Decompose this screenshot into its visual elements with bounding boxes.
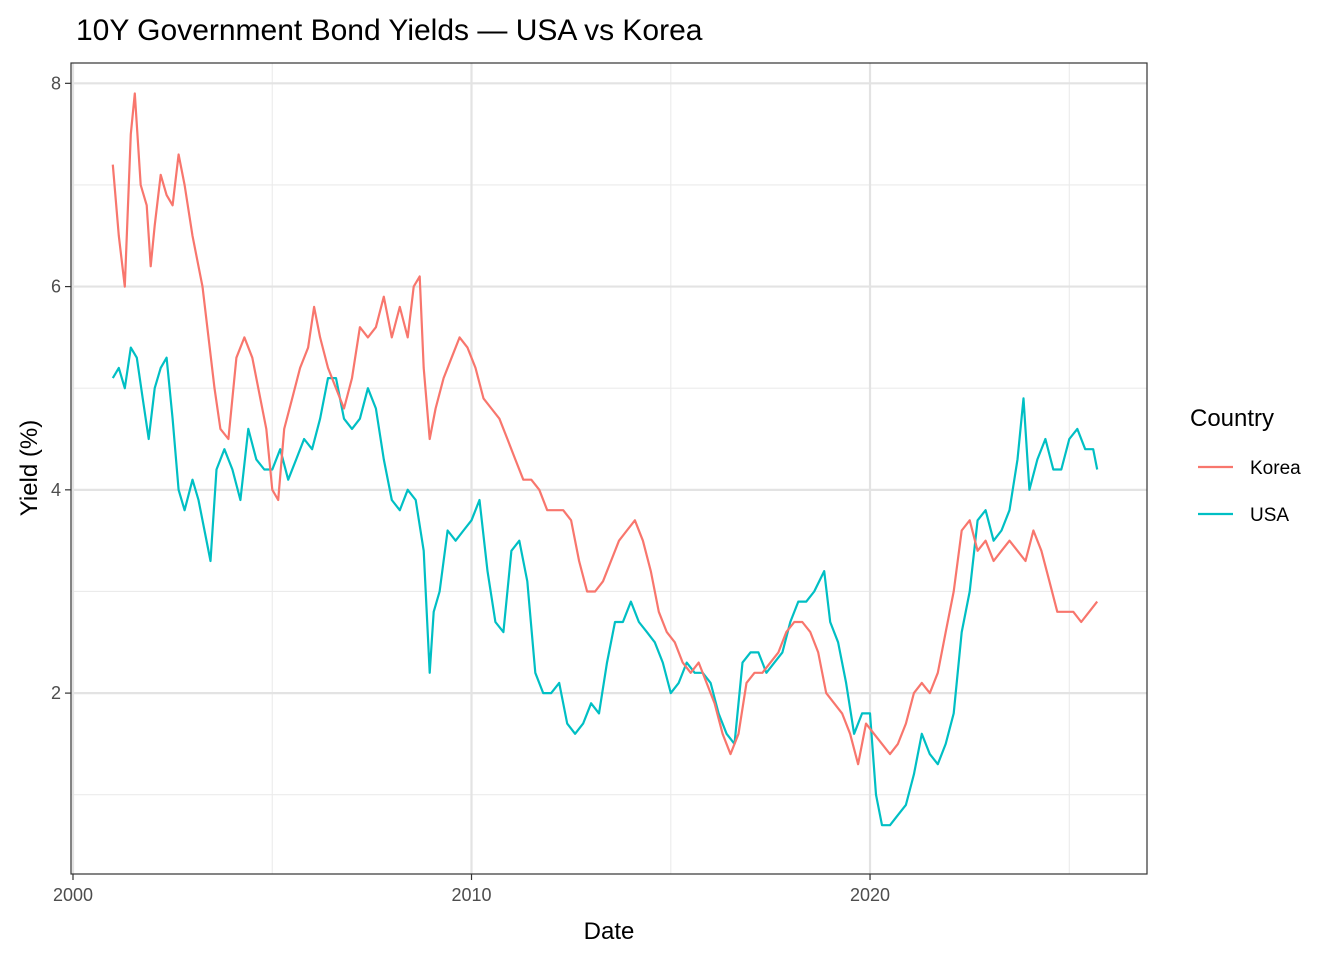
legend-label-korea: Korea (1250, 458, 1301, 479)
x-tick-label: 2000 (53, 885, 93, 905)
x-axis: 2000 2010 2020 (53, 874, 890, 905)
y-tick-label: 6 (51, 277, 61, 297)
minor-grid (71, 63, 1147, 874)
series-line-korea (111, 92, 1099, 766)
y-axis-title: Yield (%) (16, 420, 43, 516)
plot-background (71, 63, 1147, 874)
series-line-usa (111, 346, 1099, 827)
series-layer (111, 92, 1099, 827)
legend-title: Country (1190, 405, 1274, 432)
x-axis-title: Date (584, 918, 635, 945)
y-tick-label: 4 (51, 480, 61, 500)
y-tick-label: 2 (51, 683, 61, 703)
x-tick-label: 2010 (451, 885, 491, 905)
legend-label-usa: USA (1250, 505, 1289, 526)
legend: Country Korea USA (1190, 405, 1301, 526)
chart-title: 10Y Government Bond Yields — USA vs Kore… (76, 14, 703, 47)
plot-border (70, 62, 1148, 875)
major-grid (71, 63, 1147, 874)
y-axis: 2 4 6 8 (51, 73, 71, 703)
x-tick-label: 2020 (850, 885, 890, 905)
y-tick-label: 8 (51, 73, 61, 93)
